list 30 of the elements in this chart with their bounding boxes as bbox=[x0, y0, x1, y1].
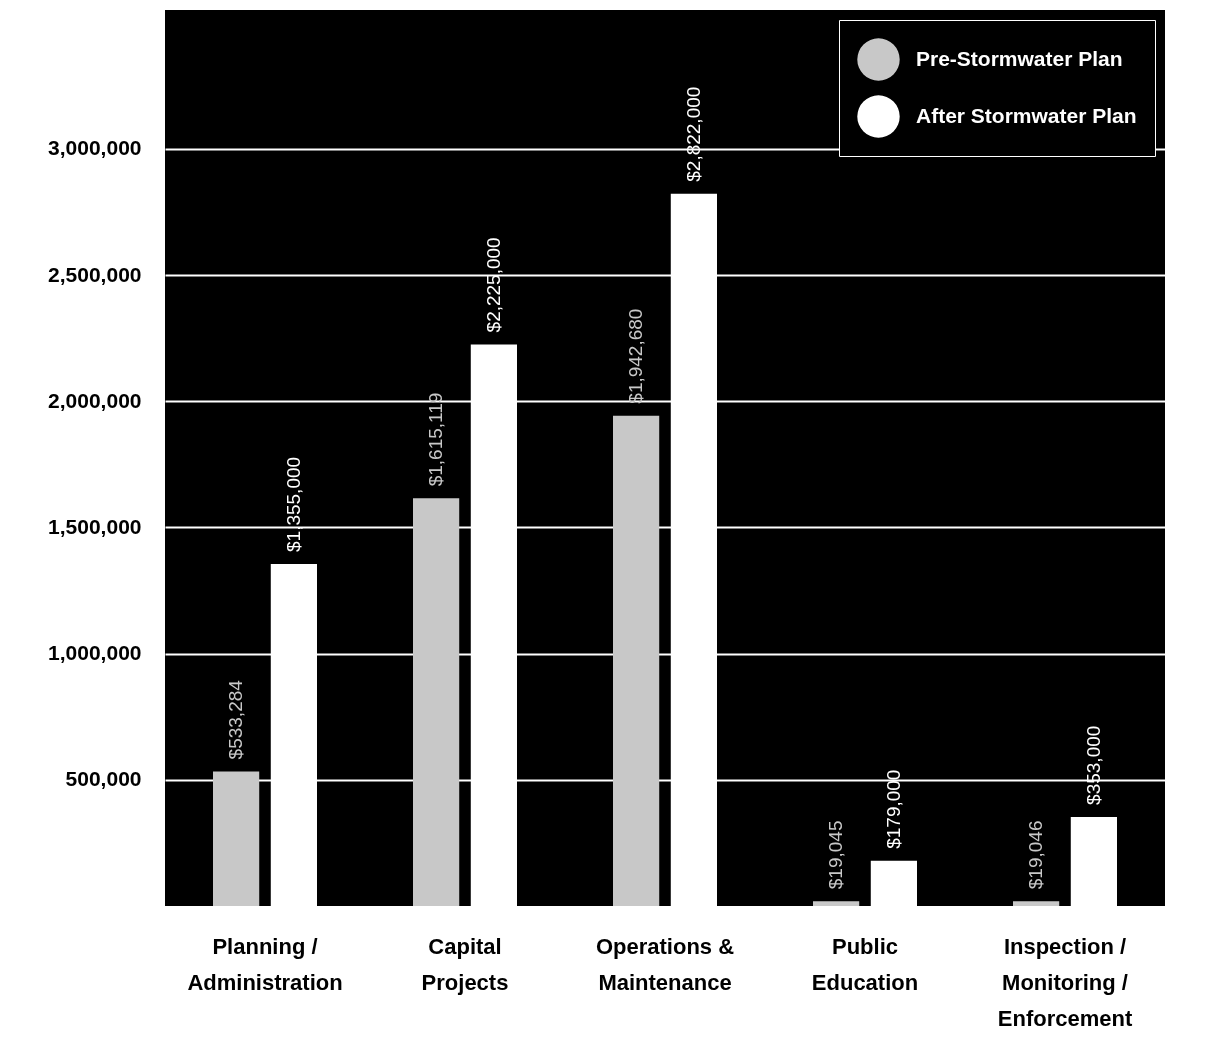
bar bbox=[1013, 901, 1060, 906]
y-tick-label: 3,000,000 bbox=[48, 136, 142, 160]
data-label: $19,045 bbox=[825, 820, 847, 890]
legend-label: Pre-Stormwater Plan bbox=[916, 46, 1123, 70]
bar bbox=[870, 860, 917, 906]
data-label: $2,822,000 bbox=[682, 86, 704, 182]
x-tick-label: Operations & Maintenance bbox=[595, 933, 735, 995]
bar bbox=[813, 901, 860, 906]
x-tick-label: Public Education bbox=[811, 933, 919, 995]
data-label: $19,046 bbox=[1025, 820, 1047, 890]
y-tick-label: 500,000 bbox=[65, 767, 142, 791]
bar bbox=[413, 498, 460, 906]
bar bbox=[1070, 816, 1117, 906]
bar bbox=[213, 771, 260, 906]
y-tick-label: 1,500,000 bbox=[48, 514, 142, 538]
data-label: $353,000 bbox=[1082, 725, 1104, 805]
data-label: $1,355,000 bbox=[282, 456, 304, 553]
legend-label: After Stormwater Plan bbox=[916, 103, 1137, 127]
bar bbox=[613, 415, 660, 906]
y-tick-label: 2,000,000 bbox=[48, 388, 142, 412]
x-tick-label: Capital Projects bbox=[421, 933, 509, 995]
x-tick-label: Planning / Administration bbox=[187, 933, 343, 995]
data-label: $533,284 bbox=[225, 679, 247, 760]
data-label: $1,615,119 bbox=[425, 392, 447, 487]
data-label: $179,000 bbox=[882, 769, 904, 849]
y-tick-label: 2,500,000 bbox=[48, 262, 142, 286]
y-tick-label: 1,000,000 bbox=[48, 641, 142, 665]
x-tick-label: Inspection / Monitoring / Enforcement bbox=[997, 933, 1133, 1031]
data-label: $1,942,680 bbox=[625, 308, 647, 404]
data-label: $2,225,000 bbox=[482, 237, 504, 333]
